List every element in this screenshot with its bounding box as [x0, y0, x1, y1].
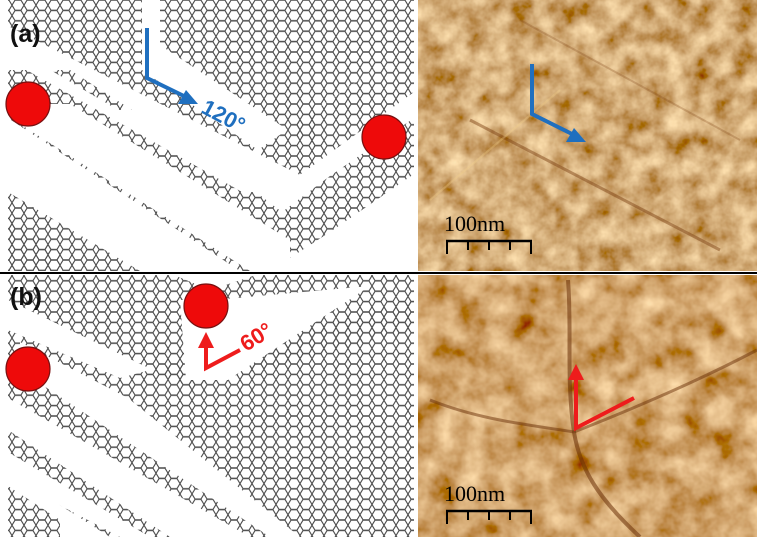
angle-arrow-b-left	[198, 332, 241, 372]
atom-b-left	[5, 346, 51, 392]
atom-a-left	[5, 81, 51, 127]
angle-arrow-a-right	[530, 64, 586, 142]
scale-bar-a: 100nm	[444, 211, 532, 254]
angle-arrow-a-left	[145, 28, 198, 104]
panel-a-label: (a)	[10, 20, 41, 48]
panel-b-lattice	[0, 275, 414, 537]
panel-b-afm-image	[418, 275, 757, 537]
svg-text:100nm: 100nm	[444, 211, 505, 236]
atom-b-top	[183, 283, 229, 329]
angle-arrow-b-right	[568, 364, 635, 432]
svg-text:100nm: 100nm	[444, 481, 505, 506]
scale-bar-b: 100nm	[444, 481, 532, 524]
panel-a-afm-image	[418, 0, 757, 271]
panel-b-label: (b)	[10, 283, 42, 311]
panel-a-lattice	[0, 0, 414, 271]
atom-a-right	[361, 114, 407, 160]
